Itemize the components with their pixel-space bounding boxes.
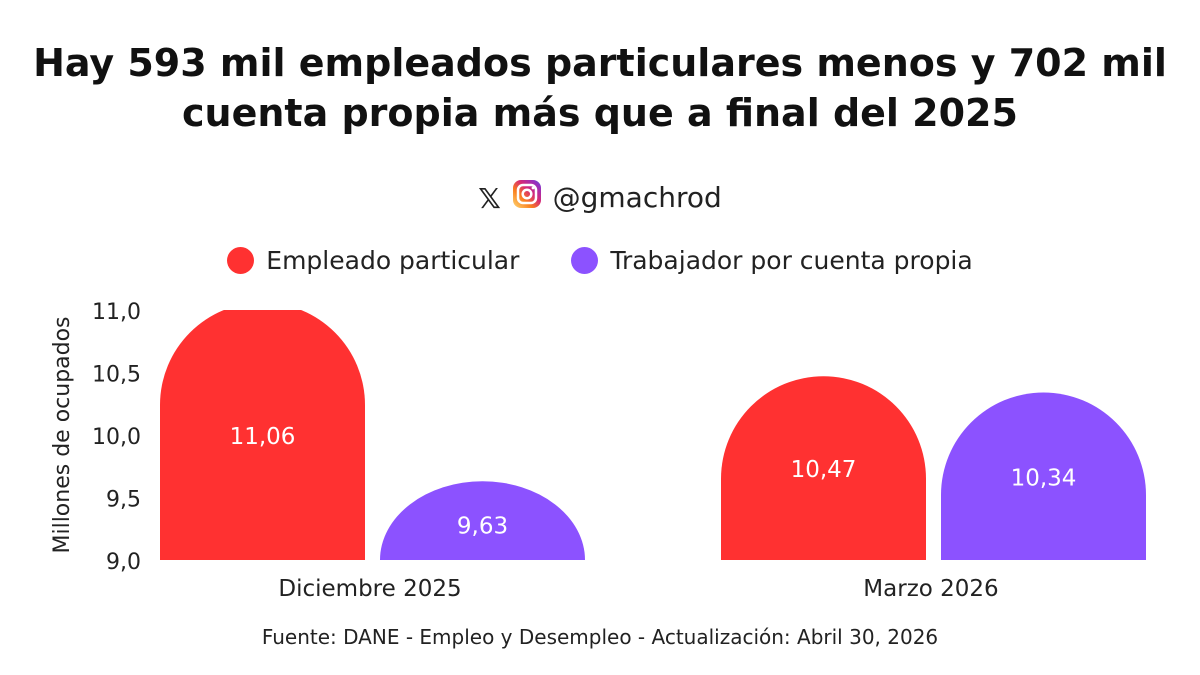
y-axis-label: Millones de ocupados: [50, 316, 75, 553]
chart-legend: Empleado particular Trabajador por cuent…: [0, 242, 1200, 279]
legend-label-cuenta-propia: Trabajador por cuenta propia: [610, 246, 973, 275]
social-handle: 𝕏 @gmachrod: [0, 178, 1200, 220]
data-label: 9,63: [457, 514, 508, 540]
data-label: 10,47: [791, 457, 857, 483]
bar-empleado: [160, 310, 365, 560]
x-category-label: Marzo 2026: [863, 576, 998, 602]
bar-chart: 9,0 9,5 10,0 10,5 11,0 Millones de ocupados 11…: [50, 300, 1146, 602]
data-label: 10,34: [1011, 465, 1077, 491]
instagram-icon: [512, 179, 542, 220]
x-category-label: Diciembre 2025: [278, 576, 461, 602]
bar-cuenta-propia: [380, 481, 585, 560]
y-tick-label: 9,5: [106, 488, 141, 513]
y-tick-label: 10,5: [92, 363, 141, 388]
chart-title: Hay 593 mil empleados particulares menos…: [0, 38, 1200, 138]
legend-swatch-cuenta-propia: [571, 246, 599, 274]
chart-title-line-1: Hay 593 mil empleados particulares menos…: [33, 41, 1167, 85]
handle-text: @gmachrod: [552, 181, 722, 214]
y-tick-label: 10,0: [92, 425, 141, 450]
legend-swatch-empleado: [227, 246, 255, 274]
bar-empleado: [721, 376, 926, 560]
legend-item-cuenta-propia: Trabajador por cuenta propia: [571, 243, 973, 279]
chart-title-line-2: cuenta propia más que a final del 2025: [182, 91, 1018, 135]
legend-label-empleado: Empleado particular: [266, 246, 520, 275]
legend-item-empleado: Empleado particular: [227, 243, 519, 279]
data-label: 11,06: [230, 424, 296, 450]
bar-cuenta-propia: [941, 392, 1146, 560]
source-note: Fuente: DANE - Empleo y Desempleo - Actu…: [261, 625, 939, 649]
y-tick-label: 9,0: [106, 550, 141, 575]
x-logo-icon: 𝕏: [478, 182, 501, 215]
y-tick-label: 11,0: [92, 300, 141, 325]
